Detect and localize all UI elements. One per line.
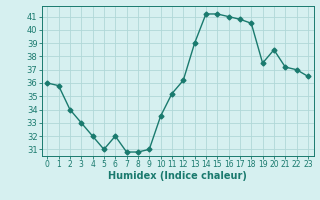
X-axis label: Humidex (Indice chaleur): Humidex (Indice chaleur) [108,171,247,181]
